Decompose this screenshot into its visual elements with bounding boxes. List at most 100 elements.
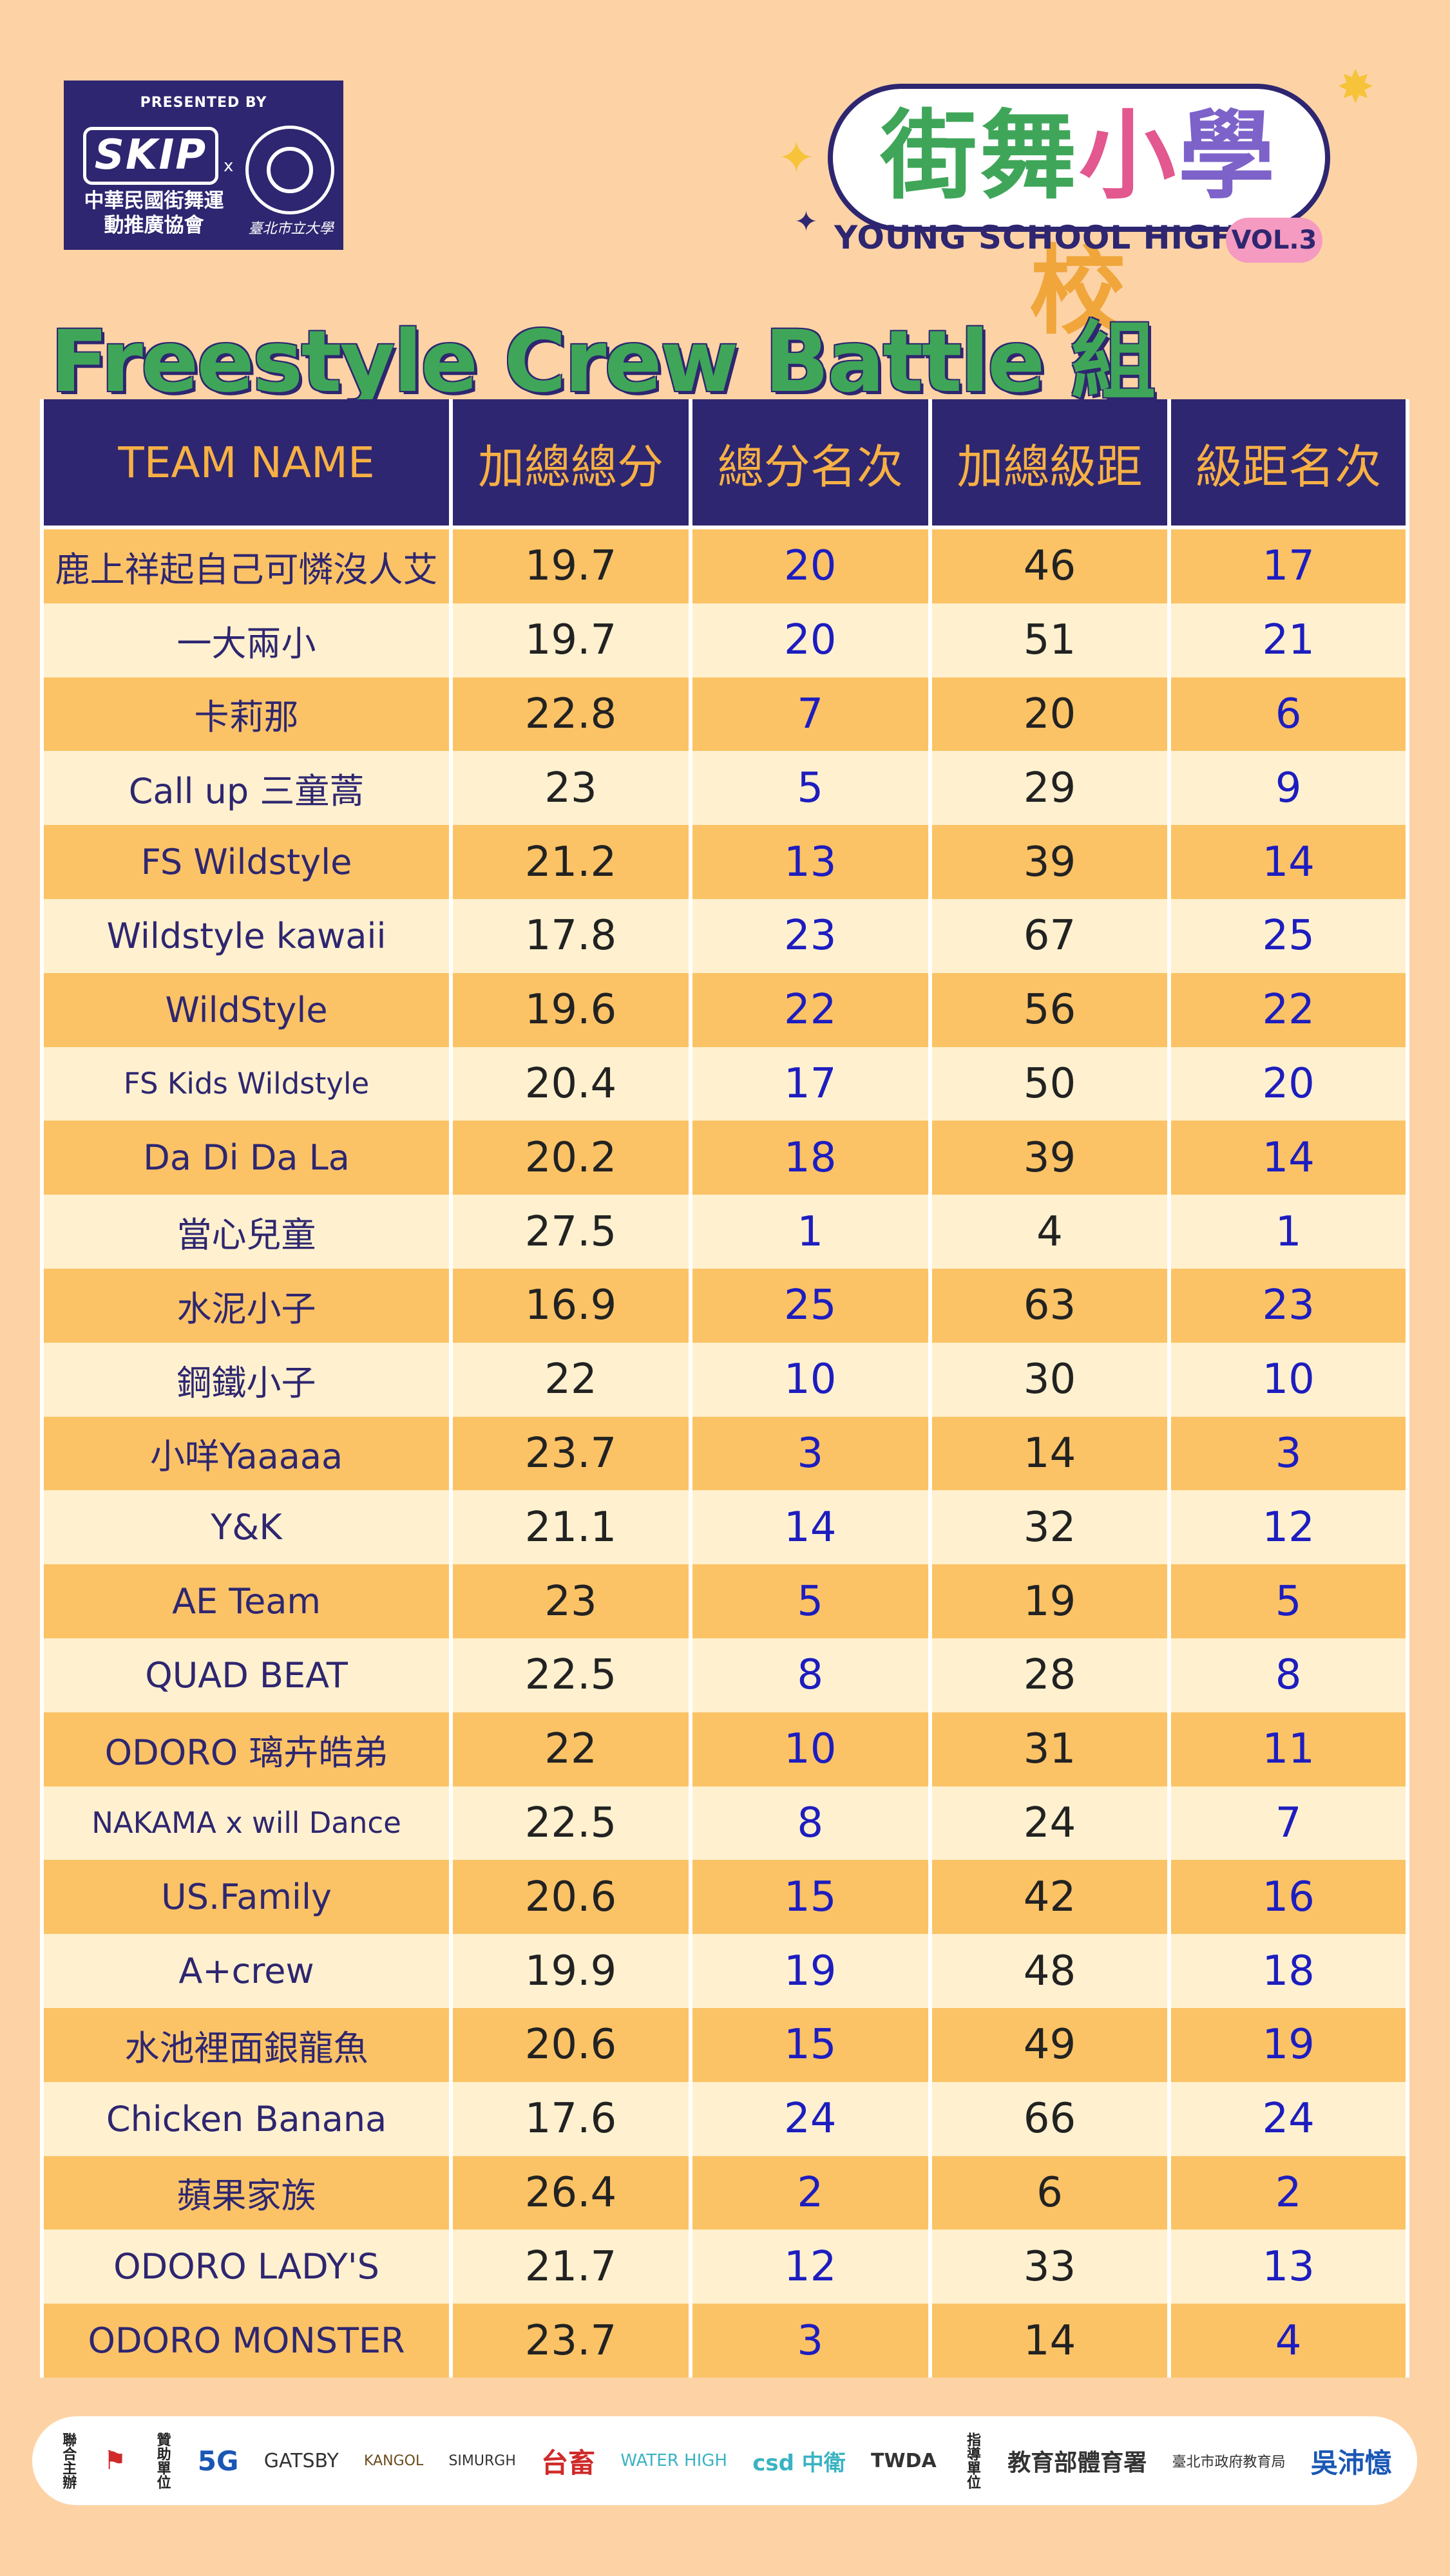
- sponsor-csd-logo: csd 中衛: [752, 2450, 846, 2476]
- team-name-cell: Da Di Da La: [44, 1121, 450, 1195]
- sponsor-kangol-logo: KANGOL: [364, 2452, 424, 2469]
- total-rank-cell: 15: [692, 2007, 928, 2082]
- team-name-cell: 一大兩小: [44, 603, 450, 677]
- sponsor-twda-logo: TWDA: [871, 2449, 937, 2472]
- total-score-cell: 22.5: [453, 1786, 689, 1861]
- team-name-cell: 蘋果家族: [44, 2155, 450, 2230]
- table-row: 當心兒童 27.5 1 4 1: [44, 1195, 1406, 1269]
- event-title: 街舞小學校: [831, 89, 1327, 359]
- team-name-cell: QUAD BEAT: [44, 1638, 450, 1712]
- page-title: Freestyle Crew Battle 組: [50, 312, 1156, 412]
- event-logo: 街舞小學校 ✦ ✸ ✦ YOUNG SCHOOL HIGH VOL.3: [770, 61, 1388, 348]
- table-row: Da Di Da La 20.2 18 39 14: [44, 1121, 1406, 1195]
- spread-rank-cell: 4: [1171, 2304, 1406, 2378]
- spread-cell: 4: [931, 1195, 1168, 1269]
- spread-rank-cell: 13: [1171, 2230, 1406, 2304]
- spread-cell: 49: [931, 2007, 1168, 2082]
- logo-cloud-shape: [828, 84, 1330, 232]
- total-rank-cell: 19: [692, 1934, 928, 2008]
- spread-cell: 31: [931, 1712, 1168, 1786]
- table-row: Call up 三童蒿 23 5 29 9: [44, 751, 1406, 826]
- total-rank-cell: 5: [692, 1564, 928, 1638]
- total-rank-cell: 14: [692, 1490, 928, 1565]
- spread-rank-cell: 5: [1171, 1564, 1406, 1638]
- spread-rank-cell: 8: [1171, 1638, 1406, 1712]
- spread-cell: 67: [931, 898, 1168, 973]
- event-subtitle: YOUNG SCHOOL HIGH: [834, 219, 1238, 256]
- table-header-row: TEAM NAME 加總總分 總分名次 加總級距 級距名次: [44, 399, 1406, 526]
- team-name-cell: 水池裡面銀龍魚: [44, 2007, 450, 2082]
- header-spread-rank: 級距名次: [1171, 399, 1406, 526]
- university-seal-icon: [245, 126, 334, 214]
- spread-cell: 39: [931, 1121, 1168, 1195]
- sponsor-taixu-logo: 台畜: [541, 2447, 596, 2479]
- total-rank-cell: 13: [692, 825, 928, 899]
- table-row: ODORO LADY'S 21.7 12 33 13: [44, 2230, 1406, 2304]
- total-score-cell: 23.7: [453, 1416, 689, 1491]
- spread-rank-cell: 22: [1171, 972, 1406, 1047]
- spread-rank-cell: 23: [1171, 1268, 1406, 1343]
- table-row: 鋼鐵小子 22 10 30 10: [44, 1342, 1406, 1417]
- presenter-logo-block: PRESENTED BY SKIP x 中華民國街舞運動推廣協會 臺北市立大學: [64, 80, 343, 250]
- total-score-cell: 22: [453, 1342, 689, 1417]
- team-name-cell: 小咩Yaaaaa: [44, 1416, 450, 1491]
- header-total-rank: 總分名次: [692, 399, 928, 526]
- table-row: Chicken Banana 17.6 24 66 24: [44, 2081, 1406, 2156]
- table-row: FS Wildstyle 21.2 13 39 14: [44, 825, 1406, 899]
- co-host-logo-icon: ⚑: [103, 2446, 127, 2476]
- table-row: 小咩Yaaaaa 23.7 3 14 3: [44, 1416, 1406, 1491]
- total-score-cell: 19.7: [453, 603, 689, 677]
- results-body: 鹿上祥起自己可憐沒人艾 19.7 20 46 17 一大兩小 19.7 20 51 21 卡莉那 22…: [44, 526, 1406, 2378]
- guidance-councilor: 吳沛憶: [1310, 2447, 1392, 2479]
- team-name-cell: ODORO MONSTER: [44, 2304, 450, 2378]
- spread-cell: 48: [931, 1934, 1168, 2008]
- total-score-cell: 17.8: [453, 898, 689, 973]
- spread-cell: 29: [931, 751, 1168, 826]
- total-rank-cell: 20: [692, 603, 928, 677]
- guidance-taipei-edu: 臺北市政府教育局: [1172, 2454, 1286, 2470]
- sparkle-icon: ✸: [1337, 61, 1375, 113]
- spread-rank-cell: 20: [1171, 1046, 1406, 1121]
- table-row: WildStyle 19.6 22 56 22: [44, 972, 1406, 1047]
- spread-rank-cell: 3: [1171, 1416, 1406, 1491]
- guidance-sports-admin: 教育部體育署: [1007, 2450, 1147, 2476]
- spread-rank-cell: 6: [1171, 677, 1406, 752]
- total-score-cell: 23: [453, 1564, 689, 1638]
- table-row: 卡莉那 22.8 7 20 6: [44, 677, 1406, 752]
- team-name-cell: Y&K: [44, 1490, 450, 1565]
- total-rank-cell: 10: [692, 1712, 928, 1786]
- team-name-cell: 卡莉那: [44, 677, 450, 752]
- sponsor-label: 贊助單位: [154, 2432, 171, 2489]
- total-rank-cell: 25: [692, 1268, 928, 1343]
- spread-cell: 14: [931, 2304, 1168, 2378]
- team-name-cell: ODORO LADY'S: [44, 2230, 450, 2304]
- spread-rank-cell: 24: [1171, 2081, 1406, 2156]
- spread-cell: 33: [931, 2230, 1168, 2304]
- team-name-cell: Chicken Banana: [44, 2081, 450, 2156]
- sparkle-icon: ✦: [794, 205, 818, 238]
- spread-cell: 32: [931, 1490, 1168, 1565]
- spread-rank-cell: 25: [1171, 898, 1406, 973]
- total-score-cell: 26.4: [453, 2155, 689, 2230]
- total-score-cell: 20.6: [453, 2007, 689, 2082]
- spread-rank-cell: 21: [1171, 603, 1406, 677]
- team-name-cell: 鹿上祥起自己可憐沒人艾: [44, 526, 450, 603]
- spread-cell: 19: [931, 1564, 1168, 1638]
- collab-x: x: [224, 156, 234, 176]
- total-score-cell: 17.6: [453, 2081, 689, 2156]
- sponsor-5g-logo: 5G: [197, 2445, 239, 2477]
- total-rank-cell: 18: [692, 1121, 928, 1195]
- spread-rank-cell: 17: [1171, 526, 1406, 603]
- spread-rank-cell: 11: [1171, 1712, 1406, 1786]
- spread-cell: 6: [931, 2155, 1168, 2230]
- spread-rank-cell: 12: [1171, 1490, 1406, 1565]
- co-host-label: 聯合主辦: [60, 2432, 77, 2489]
- team-name-cell: Call up 三童蒿: [44, 751, 450, 826]
- spread-rank-cell: 1: [1171, 1195, 1406, 1269]
- spread-rank-cell: 16: [1171, 1860, 1406, 1935]
- total-rank-cell: 22: [692, 972, 928, 1047]
- event-title-char: 學: [1178, 100, 1278, 213]
- spread-cell: 50: [931, 1046, 1168, 1121]
- sponsor-simurgh-logo: SIMURGH: [448, 2452, 516, 2469]
- spread-rank-cell: 19: [1171, 2007, 1406, 2082]
